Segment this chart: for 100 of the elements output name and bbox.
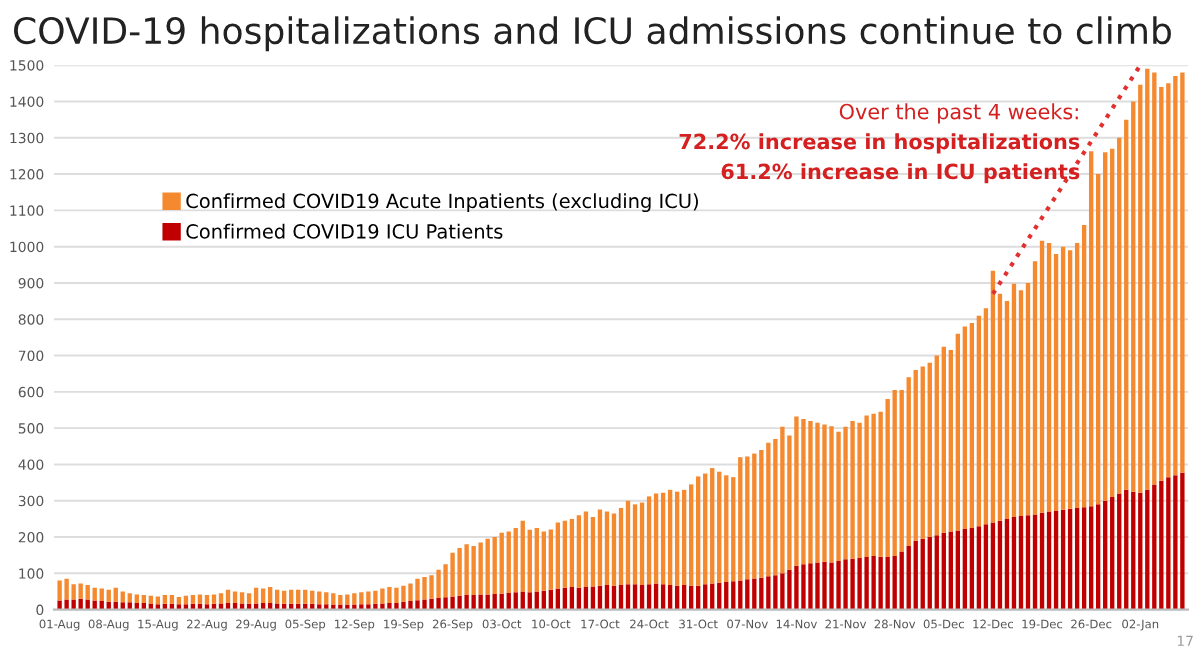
bar: [962, 326, 968, 530]
bar: [513, 527, 518, 593]
bar: [485, 538, 490, 595]
bar: [681, 489, 687, 585]
bar: [843, 426, 848, 560]
bar: [141, 595, 146, 604]
bar: [646, 496, 652, 585]
bar: [710, 468, 715, 584]
bar: [906, 546, 911, 610]
bar: [646, 584, 652, 610]
bar: [394, 603, 399, 610]
bar: [457, 595, 462, 610]
bar: [520, 520, 525, 592]
bar: [857, 422, 862, 559]
bar: [429, 575, 434, 599]
bar: [106, 589, 111, 602]
bar: [724, 582, 729, 610]
bar: [1173, 76, 1178, 476]
bar: [169, 595, 175, 604]
bar: [352, 604, 357, 610]
bar: [324, 592, 329, 605]
bar: [801, 419, 806, 565]
annotation: 72.2% increase in hospitalizations: [679, 133, 1080, 154]
bar: [639, 584, 645, 610]
bar: [373, 603, 378, 610]
bar: [527, 529, 532, 593]
bar: [64, 578, 69, 600]
bar: [534, 527, 539, 592]
bar: [71, 584, 76, 600]
bar: [569, 587, 575, 610]
bar: [78, 583, 83, 599]
bar: [534, 591, 539, 610]
bar: [850, 420, 855, 559]
bar: [92, 587, 97, 601]
bar: [204, 595, 210, 605]
bar: [871, 555, 876, 610]
bar: [660, 584, 666, 610]
bar: [436, 598, 441, 610]
bar: [57, 600, 62, 610]
bar: [1039, 512, 1045, 610]
bar: [724, 475, 729, 583]
bar: [639, 502, 645, 585]
bar: [338, 595, 343, 605]
bar: [822, 424, 827, 562]
bar: [303, 589, 308, 604]
bar: [934, 535, 939, 610]
bar: [1088, 151, 1094, 507]
bar: [948, 531, 953, 610]
bar: [401, 585, 406, 602]
bar: [1173, 475, 1178, 610]
bar: [541, 531, 546, 591]
bar: [499, 532, 504, 594]
bar: [808, 420, 813, 564]
bar: [506, 531, 511, 593]
bar: [583, 587, 589, 610]
bar: [674, 491, 680, 586]
bar: [569, 518, 575, 588]
bar: [1117, 493, 1122, 610]
bar: [359, 592, 364, 605]
bar: [310, 590, 315, 604]
bar: [801, 564, 806, 610]
bar: [471, 546, 476, 596]
bar: [401, 601, 406, 610]
bar: [1060, 509, 1066, 610]
bar: [1067, 508, 1073, 610]
bar: [941, 532, 946, 610]
bar: [1088, 506, 1094, 610]
bar: [990, 522, 996, 610]
bar: [478, 594, 483, 610]
bar: [738, 457, 743, 581]
bar: [990, 270, 996, 523]
bar: [317, 591, 322, 605]
bar: [815, 422, 820, 563]
bar: [1110, 497, 1115, 610]
bar: [766, 576, 771, 610]
bar: [906, 377, 911, 547]
bar: [422, 599, 427, 610]
bar: [1131, 491, 1136, 610]
bar: [1145, 68, 1150, 490]
bar: [1004, 518, 1010, 610]
bar: [113, 587, 118, 602]
bar: [1074, 507, 1080, 610]
bar: [829, 562, 834, 610]
bar: [969, 322, 975, 528]
bar: [892, 390, 897, 556]
bar: [927, 362, 932, 538]
bar: [590, 517, 596, 587]
bar: [1067, 250, 1073, 509]
bar: [632, 504, 638, 585]
bar: [955, 530, 961, 610]
bar: [1124, 489, 1129, 610]
bar: [618, 507, 624, 585]
bar: [162, 595, 168, 604]
bar: [359, 604, 364, 610]
bar: [625, 500, 631, 585]
bar: [281, 590, 287, 604]
bar: [1166, 477, 1171, 610]
bar: [352, 593, 357, 605]
annotation: 61.2% increase in ICU patients: [721, 163, 1080, 184]
bar: [766, 442, 771, 577]
